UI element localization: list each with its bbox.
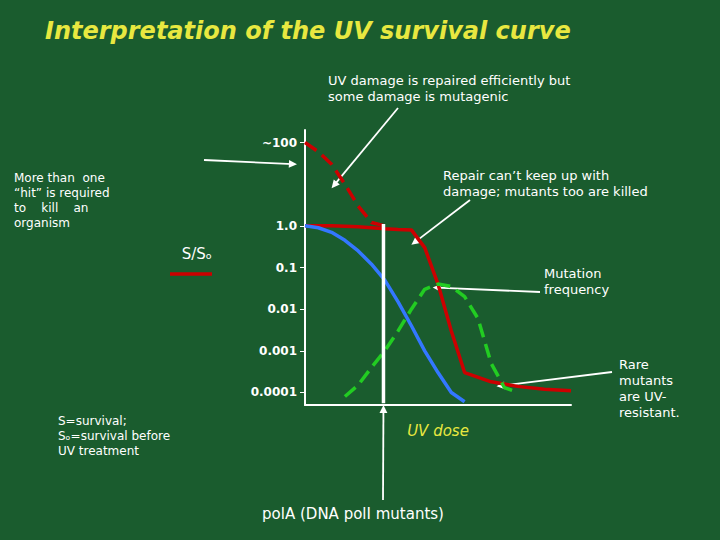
svg-text:~100: ~100 [262, 136, 297, 150]
svg-text:to kill an: to kill an [14, 201, 88, 215]
svg-text:Sₒ=survival before: Sₒ=survival before [58, 429, 170, 443]
svg-text:0.01: 0.01 [267, 302, 297, 316]
svg-text:S/Sₒ: S/Sₒ [182, 245, 212, 263]
svg-text:mutants: mutants [619, 373, 673, 388]
svg-text:0.001: 0.001 [259, 344, 297, 358]
svg-text:UV dose: UV dose [407, 422, 469, 440]
svg-text:Interpretation of the UV survi: Interpretation of the UV survival curve [45, 17, 571, 45]
svg-text:0.0001: 0.0001 [251, 385, 297, 399]
svg-text:UV treatment: UV treatment [58, 444, 139, 458]
svg-text:are UV-: are UV- [619, 389, 667, 404]
svg-text:Repair can’t keep up with: Repair can’t keep up with [443, 168, 609, 183]
svg-text:some damage is mutagenic: some damage is mutagenic [328, 89, 508, 104]
svg-text:polA (DNA polI mutants): polA (DNA polI mutants) [262, 505, 444, 523]
svg-text:More than one: More than one [14, 171, 105, 185]
svg-text:Rare: Rare [619, 357, 649, 372]
svg-text:Mutation: Mutation [544, 266, 601, 281]
svg-text:damage; mutants too are killed: damage; mutants too are killed [443, 184, 648, 199]
svg-text:frequency: frequency [544, 282, 610, 297]
svg-text:0.1: 0.1 [276, 261, 297, 275]
svg-text:1.0: 1.0 [276, 219, 297, 233]
svg-text:S=survival;: S=survival; [58, 414, 127, 428]
svg-text:organism: organism [14, 216, 70, 230]
svg-text:resistant.: resistant. [619, 405, 680, 420]
svg-text:UV damage is repaired efficien: UV damage is repaired efficiently but [328, 73, 570, 88]
svg-text:“hit” is required: “hit” is required [14, 186, 110, 200]
